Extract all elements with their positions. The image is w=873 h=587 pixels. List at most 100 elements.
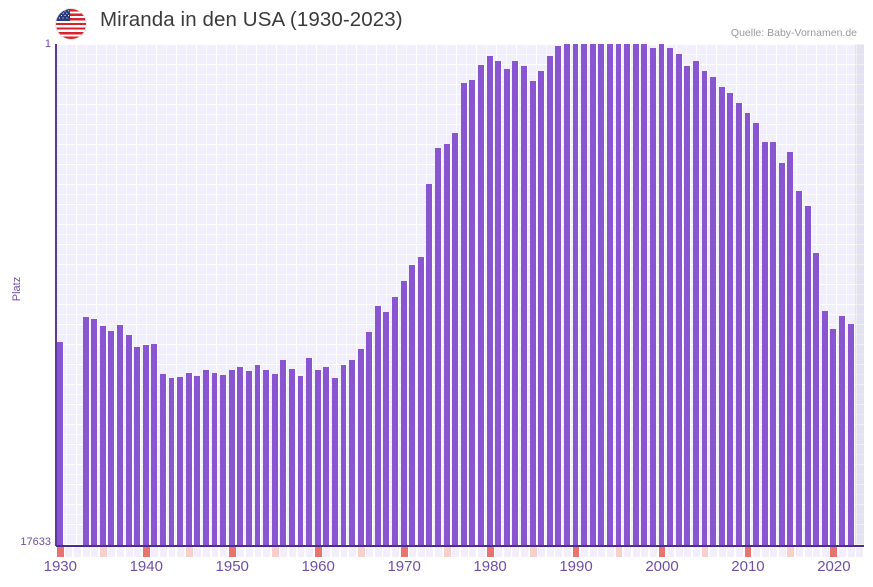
bar-1950[interactable] <box>228 370 236 545</box>
bar-1976[interactable] <box>452 133 460 545</box>
bar-1948[interactable] <box>211 373 219 545</box>
tick-minor-1979 <box>478 547 485 557</box>
bar-1936[interactable] <box>108 331 116 545</box>
bar-1977[interactable] <box>460 83 468 545</box>
bar-1998[interactable] <box>641 44 649 545</box>
bar-1965[interactable] <box>357 349 365 545</box>
tick-major-2020 <box>830 547 838 557</box>
bar-2017[interactable] <box>804 206 812 545</box>
bar-1996[interactable] <box>624 44 632 545</box>
tick-minor-1949 <box>220 547 228 557</box>
bar-2008[interactable] <box>727 93 735 545</box>
bar-1956[interactable] <box>280 360 288 545</box>
bar-2001[interactable] <box>667 48 675 545</box>
bar-1944[interactable] <box>177 377 185 545</box>
bar-1937[interactable] <box>117 325 124 545</box>
bar-1968[interactable] <box>383 312 391 545</box>
tick-major-1950 <box>228 547 236 557</box>
bar-1979[interactable] <box>478 65 485 545</box>
bar-1993[interactable] <box>598 44 606 545</box>
bar-1947[interactable] <box>202 370 210 545</box>
bar-1942[interactable] <box>160 374 167 545</box>
bar-1954[interactable] <box>263 370 271 545</box>
bar-2018[interactable] <box>813 253 821 545</box>
bar-1994[interactable] <box>606 44 614 545</box>
bar-1969[interactable] <box>392 297 399 545</box>
bar-2006[interactable] <box>710 77 717 545</box>
bar-1941[interactable] <box>151 344 159 545</box>
bar-1975[interactable] <box>443 144 451 545</box>
bar-1938[interactable] <box>125 335 133 545</box>
bar-2015[interactable] <box>787 152 795 545</box>
bar-1995[interactable] <box>615 44 623 545</box>
bar-1997[interactable] <box>632 44 640 545</box>
bar-1988[interactable] <box>555 46 563 545</box>
bar-1958[interactable] <box>297 376 305 545</box>
bar-1973[interactable] <box>426 184 434 545</box>
bar-1935[interactable] <box>99 326 107 545</box>
bar-2010[interactable] <box>744 113 752 545</box>
bar-1987[interactable] <box>546 56 554 545</box>
tick-minor-1941 <box>151 547 159 557</box>
bar-1984[interactable] <box>521 66 528 545</box>
bar-2002[interactable] <box>675 54 683 545</box>
bar-2013[interactable] <box>770 142 778 545</box>
bar-1967[interactable] <box>374 306 382 545</box>
bar-1953[interactable] <box>254 365 262 545</box>
bar-1951[interactable] <box>237 367 245 545</box>
bar-2011[interactable] <box>753 123 760 545</box>
bar-2012[interactable] <box>761 142 769 545</box>
tick-minor-2013 <box>770 547 778 557</box>
bar-1972[interactable] <box>417 257 425 545</box>
bar-2019[interactable] <box>821 311 829 545</box>
bar-1981[interactable] <box>495 61 503 545</box>
bar-1983[interactable] <box>512 61 520 545</box>
bar-1989[interactable] <box>564 44 571 545</box>
bar-1990[interactable] <box>572 44 580 545</box>
bar-1966[interactable] <box>366 332 374 545</box>
bar-2003[interactable] <box>684 66 692 545</box>
bar-1943[interactable] <box>168 378 176 545</box>
bar-2000[interactable] <box>658 44 666 545</box>
bar-1992[interactable] <box>589 44 597 545</box>
bar-1999[interactable] <box>649 48 657 545</box>
bar-1962[interactable] <box>331 378 339 545</box>
bar-1939[interactable] <box>134 347 142 545</box>
bar-1955[interactable] <box>271 374 279 545</box>
bar-2007[interactable] <box>718 87 726 545</box>
bar-2014[interactable] <box>778 163 786 545</box>
bar-1964[interactable] <box>349 360 356 545</box>
bar-1986[interactable] <box>538 71 546 545</box>
bar-2016[interactable] <box>796 191 803 545</box>
bar-1963[interactable] <box>340 365 348 545</box>
bar-2004[interactable] <box>692 61 700 545</box>
bar-1974[interactable] <box>435 148 442 545</box>
bar-1959[interactable] <box>306 358 313 545</box>
bar-1930[interactable] <box>56 342 64 545</box>
bar-2022[interactable] <box>847 324 855 545</box>
bar-1971[interactable] <box>409 265 417 545</box>
bar-1940[interactable] <box>142 345 150 545</box>
bar-2021[interactable] <box>839 316 846 545</box>
bar-1957[interactable] <box>288 369 296 545</box>
bar-1960[interactable] <box>314 370 322 545</box>
bar-1961[interactable] <box>323 367 331 545</box>
bar-1933[interactable] <box>82 317 90 545</box>
bar-1946[interactable] <box>194 376 202 545</box>
bar-1980[interactable] <box>486 56 494 545</box>
bar-2009[interactable] <box>735 103 743 545</box>
bar-1991[interactable] <box>581 44 589 545</box>
bar-2005[interactable] <box>701 71 709 545</box>
bar-1985[interactable] <box>529 81 537 545</box>
bar-1982[interactable] <box>503 69 511 545</box>
bar-1970[interactable] <box>400 281 408 545</box>
tick-minor-2023 <box>856 547 864 557</box>
tick-minor-2011 <box>753 547 760 557</box>
bar-1945[interactable] <box>185 373 193 545</box>
bar-1952[interactable] <box>245 371 253 545</box>
bar-1949[interactable] <box>220 375 228 545</box>
tick-minor-1933 <box>82 547 90 557</box>
bar-1934[interactable] <box>91 319 99 545</box>
bar-1978[interactable] <box>469 80 477 545</box>
bar-2020[interactable] <box>830 329 838 545</box>
